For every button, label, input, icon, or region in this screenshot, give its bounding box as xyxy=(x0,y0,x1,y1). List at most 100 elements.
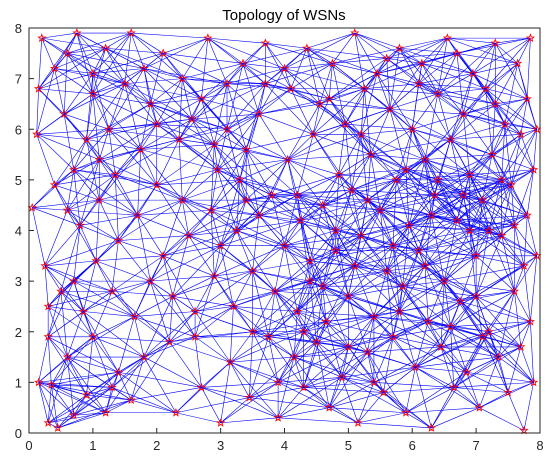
link-edge xyxy=(54,174,116,186)
link-edge xyxy=(373,316,416,368)
link-edge xyxy=(325,265,356,322)
link-edge xyxy=(229,306,234,363)
link-edge xyxy=(172,270,253,297)
link-edge xyxy=(450,326,489,333)
link-edge xyxy=(475,255,537,297)
sensor-node xyxy=(120,78,130,88)
link-edge xyxy=(105,47,164,54)
link-edge xyxy=(328,377,343,408)
sensor-node xyxy=(477,331,488,341)
link-edge xyxy=(396,179,458,221)
link-edge xyxy=(360,83,419,135)
link-edge xyxy=(63,73,94,115)
link-edge xyxy=(354,265,400,312)
link-edge xyxy=(265,68,285,84)
link-edge xyxy=(431,215,515,226)
link-edge xyxy=(415,367,432,429)
link-edge xyxy=(51,384,132,401)
link-edge xyxy=(95,200,100,261)
link-edge xyxy=(373,336,394,383)
link-edge xyxy=(249,331,253,398)
sensor-node xyxy=(302,43,312,53)
link-edge xyxy=(348,265,356,297)
link-edge xyxy=(182,78,266,84)
link-edge xyxy=(463,114,471,175)
link-edge xyxy=(182,179,240,201)
link-edge xyxy=(118,235,189,241)
link-edge xyxy=(214,113,260,145)
link-edge xyxy=(380,194,464,211)
link-edge xyxy=(191,113,259,120)
link-edge xyxy=(76,32,94,74)
link-edge xyxy=(297,194,336,251)
link-edge xyxy=(182,169,218,201)
link-edge xyxy=(411,83,419,130)
link-edge xyxy=(335,245,394,252)
link-edge xyxy=(143,68,183,79)
link-edge xyxy=(303,387,330,408)
sensor-node xyxy=(158,250,168,260)
link-edge xyxy=(399,47,474,74)
link-edge xyxy=(475,255,515,292)
link-edge xyxy=(150,103,158,125)
link-edge xyxy=(405,169,435,196)
link-edge xyxy=(312,103,320,135)
link-edge xyxy=(450,123,505,140)
link-edge xyxy=(242,42,266,64)
link-edge xyxy=(475,296,531,322)
link-edge xyxy=(437,179,464,196)
link-edge xyxy=(443,230,490,282)
link-edge xyxy=(412,113,464,130)
link-edge xyxy=(213,144,241,181)
link-edge xyxy=(510,184,528,216)
link-edge xyxy=(134,316,145,358)
link-edge xyxy=(105,48,126,84)
link-edge xyxy=(277,387,304,419)
link-edge xyxy=(300,220,355,267)
link-edge xyxy=(498,346,521,358)
link-edge xyxy=(252,331,295,358)
link-edge xyxy=(220,245,234,307)
link-edge xyxy=(418,220,458,251)
link-edge xyxy=(44,265,62,292)
link-edge xyxy=(405,129,413,170)
link-edge xyxy=(393,230,470,246)
link-edge xyxy=(54,139,87,186)
link-edge xyxy=(150,280,196,338)
link-edge xyxy=(38,38,43,89)
link-edge xyxy=(271,174,339,196)
link-edge xyxy=(504,124,512,185)
sensor-node xyxy=(72,28,82,38)
link-edge xyxy=(143,311,196,358)
link-edge xyxy=(469,124,506,175)
link-edge xyxy=(242,63,292,90)
link-edge xyxy=(376,37,448,74)
link-edge xyxy=(526,169,534,216)
link-edge xyxy=(54,68,65,115)
link-edge xyxy=(450,290,515,327)
link-edge xyxy=(370,139,451,155)
link-edge xyxy=(533,129,538,170)
sensor-node xyxy=(129,311,140,321)
sensor-node xyxy=(503,387,513,397)
link-edge xyxy=(370,154,397,181)
link-edge xyxy=(424,265,429,322)
sensor-node xyxy=(43,417,53,427)
sensor-node xyxy=(404,220,414,230)
link-edge xyxy=(427,281,445,322)
link-edge xyxy=(306,47,387,59)
sensor-node xyxy=(401,164,411,174)
link-edge xyxy=(150,280,196,312)
link-edge xyxy=(322,154,371,206)
link-edge xyxy=(421,53,458,64)
link-edge xyxy=(300,199,368,221)
link-edge xyxy=(399,48,422,64)
link-edge xyxy=(274,260,311,292)
link-edge xyxy=(36,134,100,160)
link-edge xyxy=(354,265,375,317)
link-edge xyxy=(239,113,260,180)
link-edge xyxy=(450,321,531,327)
sensor-node xyxy=(340,119,350,129)
sensor-node xyxy=(286,83,296,93)
link-edge xyxy=(418,83,496,105)
